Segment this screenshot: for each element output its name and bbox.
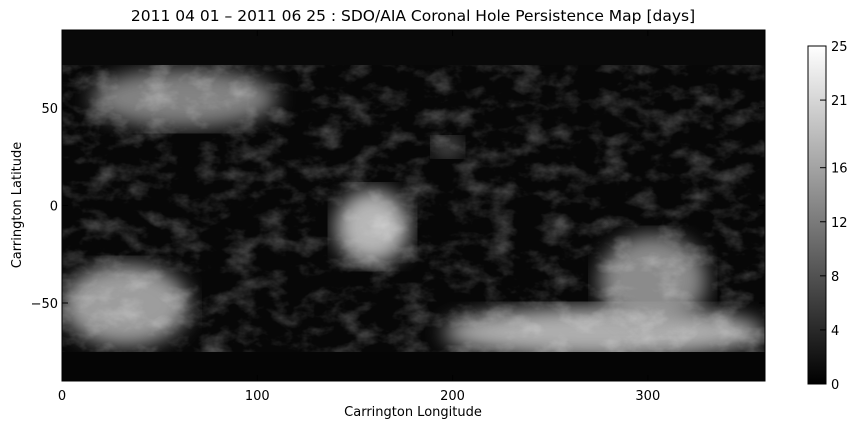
x-tick-label: 300 (635, 389, 660, 404)
colorbar-ticks: 0 4 8 12 16 21 25 (820, 40, 848, 393)
y-axis-ticks: 50 0 −50 (31, 102, 765, 312)
x-axis-ticks: 0 100 200 300 (58, 30, 660, 404)
colorbar-tick-label: 16 (831, 162, 848, 177)
colorbar-tick-label: 12 (831, 216, 848, 231)
colorbar-tick-label: 0 (831, 378, 839, 393)
colorbar-tick-label: 25 (831, 40, 848, 55)
colorbar-gradient (807, 45, 827, 385)
north-polar-cap (62, 30, 765, 65)
x-axis-label: Carrington Longitude (344, 405, 482, 420)
heatmap-area (62, 30, 765, 381)
chart-title: 2011 04 01 – 2011 06 25 : SDO/AIA Corona… (131, 7, 695, 25)
x-tick-label: 0 (58, 389, 66, 404)
colorbar: 0 4 8 12 16 21 25 (807, 40, 848, 393)
colorbar-tick-label: 4 (831, 324, 839, 339)
x-tick-label: 200 (440, 389, 465, 404)
south-polar-cap (62, 352, 765, 381)
colorbar-tick-label: 8 (831, 270, 839, 285)
y-axis-label: Carrington Latitude (10, 142, 25, 269)
colorbar-tick-label: 21 (831, 94, 848, 109)
y-tick-label: −50 (31, 297, 58, 312)
heatmap-texture (62, 30, 765, 381)
y-tick-label: 50 (41, 102, 58, 117)
x-tick-label: 100 (245, 389, 270, 404)
y-tick-label: 0 (50, 200, 58, 215)
